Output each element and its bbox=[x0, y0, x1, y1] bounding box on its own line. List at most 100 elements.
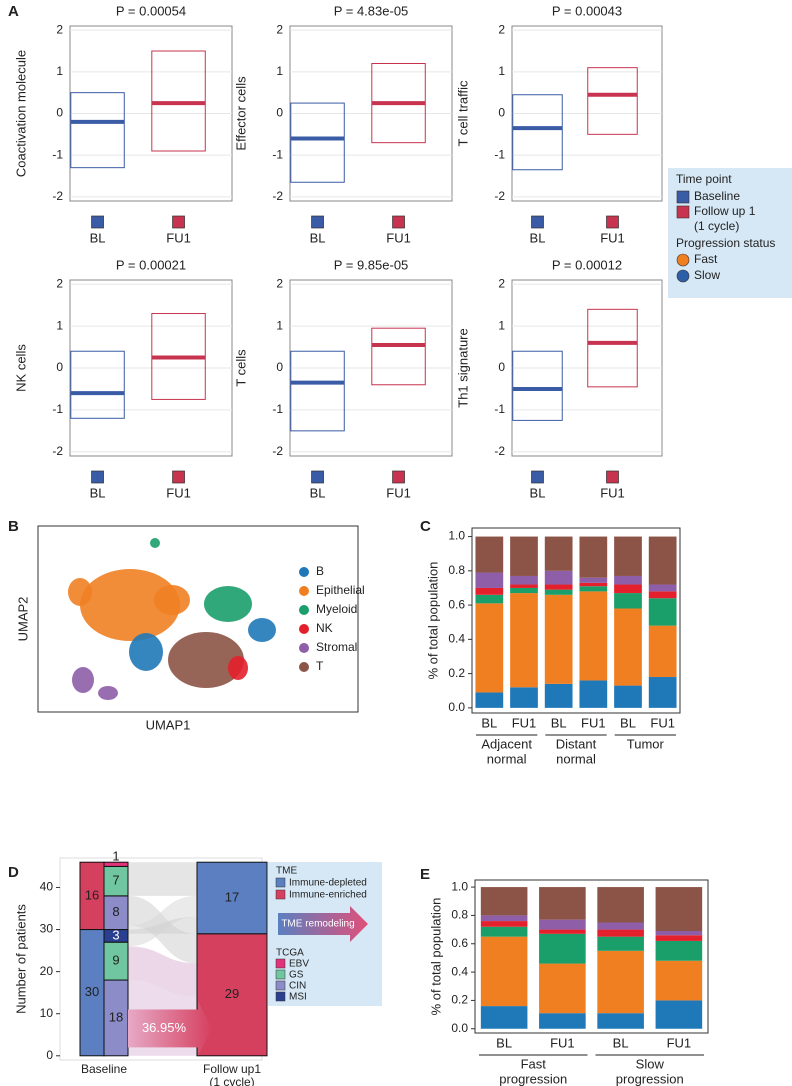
y-tick-label: 0.6 bbox=[448, 597, 465, 611]
tme-segment bbox=[196, 861, 268, 935]
legend-label: CIN bbox=[289, 981, 306, 992]
y-tick-label: 0.0 bbox=[451, 1021, 468, 1035]
panel-label: C bbox=[420, 518, 431, 535]
cluster bbox=[129, 633, 163, 671]
legend-swatch bbox=[275, 980, 286, 991]
y-tick-label: 0 bbox=[46, 1048, 53, 1062]
category-swatch bbox=[531, 470, 544, 484]
x-tick-label: BL bbox=[530, 485, 546, 500]
bar-segment bbox=[480, 936, 528, 1007]
x-tick-label: FU1 bbox=[386, 230, 411, 245]
x-tick-label: BL bbox=[310, 230, 326, 245]
y-tick-label: 2 bbox=[498, 276, 505, 290]
tcga-segment bbox=[103, 941, 129, 981]
category-swatch bbox=[91, 470, 104, 484]
segment-label: 30 bbox=[85, 984, 99, 999]
legend-label: (1 cycle) bbox=[694, 219, 739, 233]
group-label: Slow bbox=[636, 1056, 665, 1071]
bar-segment bbox=[510, 587, 538, 594]
tcga-segment bbox=[103, 979, 129, 1057]
y-axis-label: Coactivation molecule bbox=[13, 50, 28, 177]
chart-title: P = 9.85e-05 bbox=[334, 257, 409, 272]
bar-segment bbox=[655, 887, 703, 931]
y-tick-label: 1 bbox=[276, 318, 283, 332]
y-tick-label: -2 bbox=[494, 189, 505, 203]
bar-segment bbox=[579, 582, 608, 587]
y-tick-label: 2 bbox=[56, 276, 63, 290]
box bbox=[371, 327, 426, 386]
bar-segment bbox=[510, 593, 538, 688]
y-tick-label: 0 bbox=[56, 106, 63, 120]
cluster bbox=[80, 569, 180, 641]
flow bbox=[128, 862, 197, 896]
x-tick-label: FU1 bbox=[386, 485, 411, 500]
x-tick-label: FU1 bbox=[650, 715, 675, 730]
bar-segment bbox=[480, 915, 528, 922]
legend-marker bbox=[299, 605, 309, 615]
legend-label: T bbox=[316, 659, 324, 673]
group-label: normal bbox=[556, 751, 596, 766]
bar-segment bbox=[510, 687, 538, 708]
y-tick-label: -2 bbox=[494, 444, 505, 458]
legend-marker bbox=[676, 253, 690, 267]
y-tick-label: 0.8 bbox=[451, 908, 468, 922]
box bbox=[290, 350, 345, 432]
legend-marker bbox=[299, 567, 309, 577]
legend-label: B bbox=[316, 564, 324, 578]
cluster bbox=[150, 538, 160, 548]
bar-segment bbox=[539, 933, 586, 964]
bar-segment bbox=[597, 922, 644, 930]
group-label: Tumor bbox=[627, 736, 665, 751]
y-tick-label: -2 bbox=[272, 189, 283, 203]
legend-label: Baseline bbox=[694, 189, 740, 203]
category-swatch bbox=[311, 215, 324, 229]
segment-label: 18 bbox=[109, 1009, 123, 1024]
bar-segment bbox=[475, 603, 504, 693]
y-tick-label: -2 bbox=[52, 444, 63, 458]
x-tick-label: FU1 bbox=[667, 1035, 692, 1050]
group-label: progression bbox=[616, 1071, 684, 1086]
y-tick-label: 30 bbox=[40, 922, 54, 936]
segment-label: 16 bbox=[85, 887, 99, 902]
bar-segment bbox=[655, 940, 703, 961]
plot-frame bbox=[37, 525, 359, 713]
bar-segment bbox=[480, 887, 528, 916]
chart-title: P = 0.00021 bbox=[116, 257, 186, 272]
legend-label: Fast bbox=[694, 252, 718, 266]
bar-segment bbox=[655, 931, 703, 936]
bar-segment bbox=[480, 926, 528, 937]
tcga-segment bbox=[103, 861, 129, 867]
legend-label: Epithelial bbox=[316, 583, 365, 597]
remodel-arrow bbox=[278, 906, 368, 942]
bar-segment bbox=[475, 572, 504, 588]
bar-segment bbox=[648, 625, 677, 678]
bar-segment bbox=[510, 575, 538, 585]
y-tick-label: 1 bbox=[498, 64, 505, 78]
panel-label: B bbox=[8, 518, 19, 535]
x-tick-label: BL bbox=[90, 230, 106, 245]
cluster bbox=[68, 578, 92, 606]
bar-segment bbox=[539, 963, 586, 1014]
bar-segment bbox=[579, 586, 608, 592]
y-tick-label: -2 bbox=[272, 444, 283, 458]
bar-segment bbox=[614, 593, 642, 609]
legend-label: Myeloid bbox=[316, 602, 357, 616]
group-label: Adjacent bbox=[481, 736, 532, 751]
y-tick-label: 2 bbox=[498, 22, 505, 36]
y-tick-label: 0 bbox=[56, 360, 63, 374]
tcga-segment bbox=[103, 865, 129, 897]
bar-segment bbox=[544, 594, 573, 684]
legend-swatch bbox=[275, 958, 286, 969]
legend-marker bbox=[299, 586, 309, 596]
legend-swatch bbox=[275, 877, 286, 888]
segment-label: 8 bbox=[112, 904, 119, 919]
y-tick-label: -1 bbox=[494, 147, 505, 161]
flow bbox=[128, 946, 197, 997]
box bbox=[70, 92, 125, 169]
x-tick-label: FU1 bbox=[600, 230, 625, 245]
bar-segment bbox=[655, 1000, 703, 1029]
x-tick-label: (1 cycle) bbox=[209, 1075, 254, 1086]
x-tick-label: Follow up1 bbox=[203, 1062, 261, 1076]
bar-segment bbox=[614, 685, 642, 708]
